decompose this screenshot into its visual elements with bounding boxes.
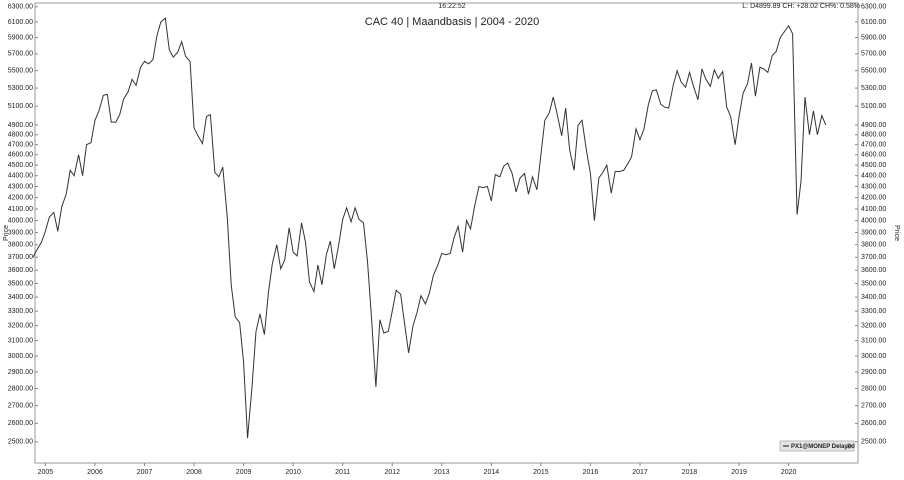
y-tick-label: 3900.00 bbox=[8, 229, 33, 236]
y-tick-label: 4400.00 bbox=[8, 173, 33, 180]
y-tick-label: 3700.00 bbox=[8, 254, 33, 261]
y-tick-label-right: 2900.00 bbox=[861, 369, 886, 376]
status: L: D4899.89 CH: +28.02 CH%: 0.58% bbox=[742, 3, 860, 10]
y-tick-label-right: 3200.00 bbox=[861, 322, 886, 329]
x-tick-label: 2008 bbox=[186, 469, 202, 476]
y-tick-label-right: 4700.00 bbox=[861, 141, 886, 148]
y-tick-label-right: 3400.00 bbox=[861, 294, 886, 301]
y-tick-label-right: 4100.00 bbox=[861, 206, 886, 213]
legend-icon bbox=[846, 443, 852, 449]
y-tick-label-right: 2800.00 bbox=[861, 385, 886, 392]
legend-label: PX1@MONEP Delayed bbox=[791, 444, 855, 450]
y-tick-label-right: 4300.00 bbox=[861, 183, 886, 190]
y-tick-label-right: 5300.00 bbox=[861, 85, 886, 92]
y-tick-label: 5900.00 bbox=[8, 34, 33, 41]
y-tick-label: 5500.00 bbox=[8, 67, 33, 74]
x-tick-label: 2019 bbox=[731, 469, 747, 476]
y-tick-label: 4500.00 bbox=[8, 162, 33, 169]
x-tick-label: 2014 bbox=[484, 469, 500, 476]
y-tick-label: 2500.00 bbox=[8, 439, 33, 446]
y-tick-label-right: 4500.00 bbox=[861, 162, 886, 169]
y-tick-label-right: 3800.00 bbox=[861, 242, 886, 249]
y-tick-label: 4000.00 bbox=[8, 217, 33, 224]
y-tick-label: 5300.00 bbox=[8, 85, 33, 92]
y-tick-label-right: 2700.00 bbox=[861, 402, 886, 409]
y-tick-label: 3400.00 bbox=[8, 294, 33, 301]
y-tick-label-right: 5500.00 bbox=[861, 67, 886, 74]
x-tick-label: 2013 bbox=[434, 469, 450, 476]
x-tick-label: 2015 bbox=[533, 469, 549, 476]
y-tick-label: 6300.00 bbox=[8, 4, 33, 11]
x-tick-label: 2020 bbox=[781, 469, 797, 476]
y-tick-label: 3000.00 bbox=[8, 353, 33, 360]
x-tick-label: 2005 bbox=[38, 469, 54, 476]
y-tick-label-right: 3900.00 bbox=[861, 229, 886, 236]
y-tick-label: 3100.00 bbox=[8, 337, 33, 344]
y-tick-label-right: 4400.00 bbox=[861, 173, 886, 180]
y-tick-label-right: 4000.00 bbox=[861, 217, 886, 224]
clock: 16:22:52 bbox=[438, 3, 465, 10]
y-tick-label-right: 5100.00 bbox=[861, 103, 886, 110]
y-tick-label-right: 4200.00 bbox=[861, 194, 886, 201]
y-tick-label: 3500.00 bbox=[8, 280, 33, 287]
y-tick-label: 3600.00 bbox=[8, 267, 33, 274]
y-tick-label-right: 3300.00 bbox=[861, 308, 886, 315]
y-tick-label: 2700.00 bbox=[8, 402, 33, 409]
x-tick-label: 2010 bbox=[285, 469, 301, 476]
y-tick-label: 2600.00 bbox=[8, 420, 33, 427]
y-tick-label-right: 3500.00 bbox=[861, 280, 886, 287]
y-tick-label: 4100.00 bbox=[8, 206, 33, 213]
x-tick-label: 2017 bbox=[632, 469, 648, 476]
y-tick-label: 2800.00 bbox=[8, 385, 33, 392]
x-tick-label: 2012 bbox=[384, 469, 400, 476]
y-tick-label: 4700.00 bbox=[8, 141, 33, 148]
y-tick-label: 4300.00 bbox=[8, 183, 33, 190]
y-tick-label: 6100.00 bbox=[8, 19, 33, 26]
y-tick-label: 4900.00 bbox=[8, 122, 33, 129]
x-tick-label: 2018 bbox=[682, 469, 698, 476]
y-tick-label-right: 5900.00 bbox=[861, 34, 886, 41]
x-tick-label: 2007 bbox=[137, 469, 153, 476]
legend-box bbox=[779, 440, 855, 452]
x-tick-label: 2009 bbox=[236, 469, 252, 476]
y-tick-label: 3300.00 bbox=[8, 308, 33, 315]
y-tick-label-right: 6300.00 bbox=[861, 4, 886, 11]
y-tick-label-right: 3100.00 bbox=[861, 337, 886, 344]
y-tick-label-right: 2600.00 bbox=[861, 420, 886, 427]
y-tick-label: 5100.00 bbox=[8, 103, 33, 110]
y-tick-label: 5700.00 bbox=[8, 51, 33, 58]
y-tick-label-right: 2500.00 bbox=[861, 439, 886, 446]
y-tick-label-right: 3000.00 bbox=[861, 353, 886, 360]
y-tick-label: 4200.00 bbox=[8, 194, 33, 201]
x-tick-label: 2006 bbox=[87, 469, 103, 476]
y-tick-label-right: 4600.00 bbox=[861, 152, 886, 159]
y-tick-label-right: 4900.00 bbox=[861, 122, 886, 129]
legend: PX1@MONEP Delayed bbox=[779, 440, 855, 452]
x-tick-label: 2011 bbox=[335, 469, 350, 476]
y-tick-label-right: 3600.00 bbox=[861, 267, 886, 274]
y-tick-label: 3800.00 bbox=[8, 242, 33, 249]
y-tick-label: 4800.00 bbox=[8, 132, 33, 139]
x-tick-label: 2016 bbox=[583, 469, 599, 476]
plot-frame bbox=[34, 2, 859, 464]
y-tick-label: 3200.00 bbox=[8, 322, 33, 329]
y-tick-label-right: 4800.00 bbox=[861, 132, 886, 139]
y-tick-label-right: 6100.00 bbox=[861, 19, 886, 26]
y-axis-label-right: Price bbox=[893, 225, 900, 241]
y-axis-label: Price bbox=[3, 225, 10, 241]
y-tick-label: 4600.00 bbox=[8, 152, 33, 159]
y-tick-label-right: 5700.00 bbox=[861, 51, 886, 58]
price-line bbox=[32, 17, 827, 439]
y-tick-label-right: 3700.00 bbox=[861, 254, 886, 261]
chart-title: CAC 40 | Maandbasis | 2004 - 2020 bbox=[365, 16, 540, 28]
y-tick-label: 2900.00 bbox=[8, 369, 33, 376]
